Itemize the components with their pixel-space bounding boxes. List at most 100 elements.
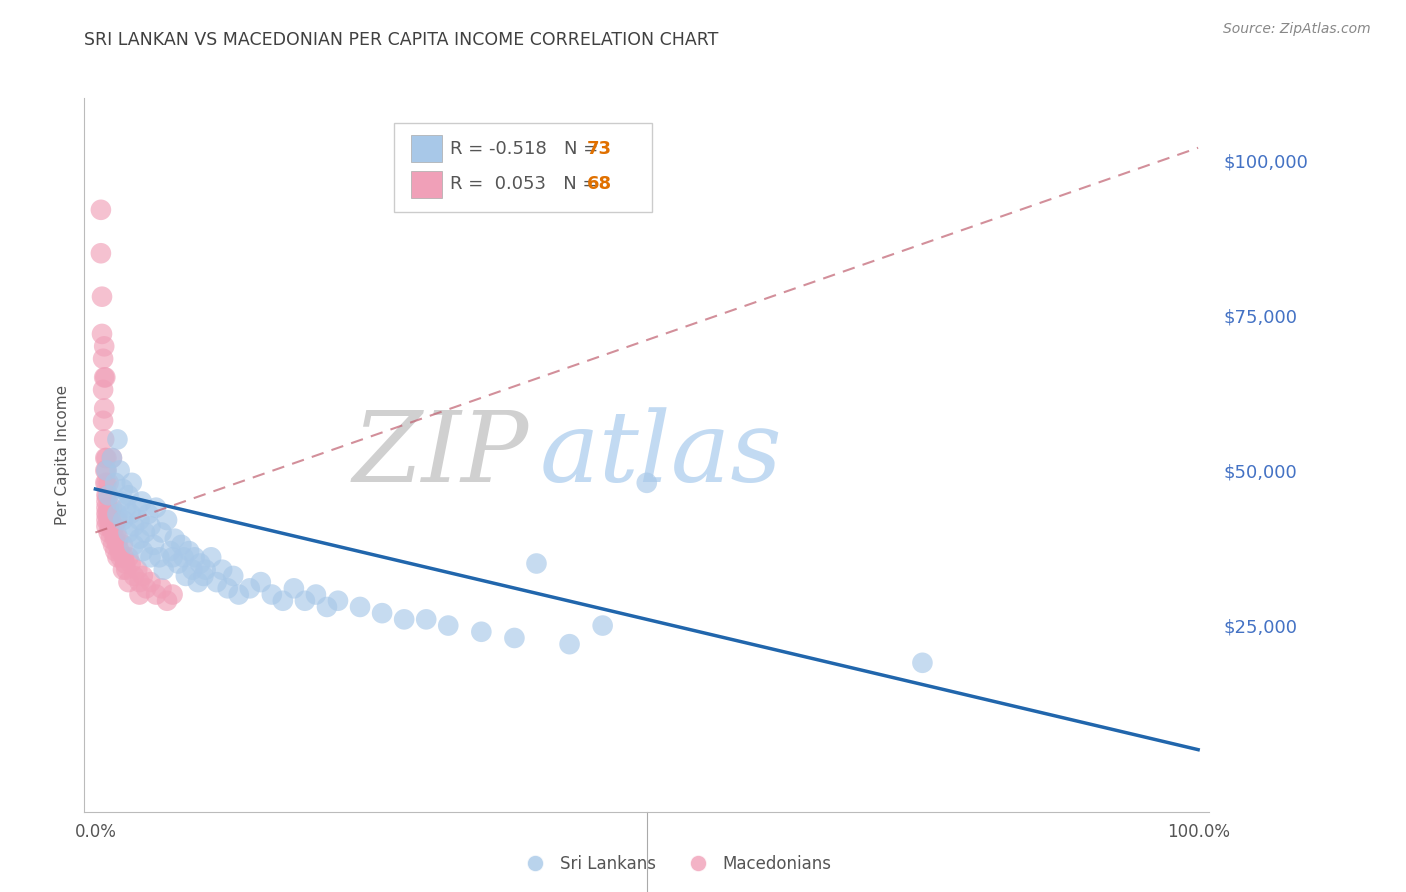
Point	[100, 513, 122, 527]
Point	[111, 538, 134, 552]
Point	[100, 532, 122, 546]
Point	[91, 351, 114, 366]
Point	[94, 370, 117, 384]
Point	[104, 475, 127, 490]
Point	[101, 450, 124, 465]
Point	[94, 463, 117, 477]
Point	[104, 544, 127, 558]
Point	[139, 575, 162, 590]
Point	[911, 656, 934, 670]
Point	[103, 519, 125, 533]
Point	[222, 569, 245, 583]
Point	[101, 538, 124, 552]
Point	[122, 538, 145, 552]
Point	[228, 588, 250, 602]
Point	[152, 563, 174, 577]
Point	[415, 612, 437, 626]
Point	[110, 494, 132, 508]
Point	[128, 575, 150, 590]
Point	[104, 532, 127, 546]
Point	[101, 519, 124, 533]
Point	[260, 588, 283, 602]
Point	[162, 550, 184, 565]
Point	[93, 370, 115, 384]
Y-axis label: Per Capita Income: Per Capita Income	[55, 384, 70, 525]
Point	[96, 519, 118, 533]
Point	[211, 563, 233, 577]
Point	[170, 538, 193, 552]
Point	[121, 475, 143, 490]
Point	[127, 563, 149, 577]
Point	[96, 507, 118, 521]
Point	[132, 544, 155, 558]
Point	[120, 557, 142, 571]
Point	[96, 494, 118, 508]
Point	[111, 513, 134, 527]
Point	[97, 500, 120, 515]
Text: SRI LANKAN VS MACEDONIAN PER CAPITA INCOME CORRELATION CHART: SRI LANKAN VS MACEDONIAN PER CAPITA INCO…	[84, 31, 718, 49]
Point	[90, 246, 112, 260]
Text: Source: ZipAtlas.com: Source: ZipAtlas.com	[1223, 22, 1371, 37]
Point	[108, 544, 131, 558]
FancyBboxPatch shape	[411, 171, 441, 198]
Point	[107, 538, 129, 552]
Point	[90, 202, 112, 217]
Point	[135, 582, 157, 596]
Point	[437, 618, 460, 632]
Point	[145, 588, 167, 602]
Point	[181, 563, 204, 577]
Point	[112, 550, 135, 565]
Point	[128, 588, 150, 602]
Point	[96, 507, 118, 521]
Point	[120, 507, 142, 521]
Point	[139, 519, 162, 533]
Point	[91, 326, 114, 341]
Point	[107, 507, 129, 521]
Point	[115, 500, 138, 515]
Point	[183, 550, 205, 565]
Point	[108, 463, 131, 477]
Point	[326, 593, 349, 607]
Point	[110, 550, 132, 565]
Point	[91, 383, 114, 397]
Text: R = -0.518   N =: R = -0.518 N =	[450, 140, 605, 158]
Point	[93, 433, 115, 447]
Point	[117, 488, 139, 502]
Point	[173, 550, 195, 565]
Point	[96, 450, 118, 465]
Point	[217, 582, 239, 596]
Point	[107, 532, 129, 546]
Point	[96, 488, 118, 502]
Point	[156, 513, 179, 527]
Point	[139, 550, 162, 565]
Point	[200, 550, 222, 565]
Point	[96, 475, 118, 490]
Point	[93, 339, 115, 353]
Point	[167, 557, 190, 571]
Point	[96, 463, 118, 477]
Point	[271, 593, 294, 607]
Point	[526, 557, 548, 571]
Point	[179, 544, 201, 558]
Point	[96, 513, 118, 527]
Point	[128, 532, 150, 546]
Point	[94, 475, 117, 490]
Point	[97, 475, 120, 490]
Point	[470, 624, 492, 639]
Point	[117, 550, 139, 565]
Point	[115, 563, 138, 577]
Text: R =  0.053   N =: R = 0.053 N =	[450, 176, 603, 194]
Point	[283, 582, 305, 596]
Point	[145, 500, 167, 515]
Point	[96, 500, 118, 515]
Point	[101, 525, 124, 540]
Point	[163, 532, 186, 546]
Point	[91, 414, 114, 428]
Point	[188, 557, 211, 571]
FancyBboxPatch shape	[411, 136, 441, 162]
Point	[249, 575, 271, 590]
Point	[162, 588, 184, 602]
Point	[503, 631, 526, 645]
Point	[187, 575, 209, 590]
Point	[193, 569, 215, 583]
